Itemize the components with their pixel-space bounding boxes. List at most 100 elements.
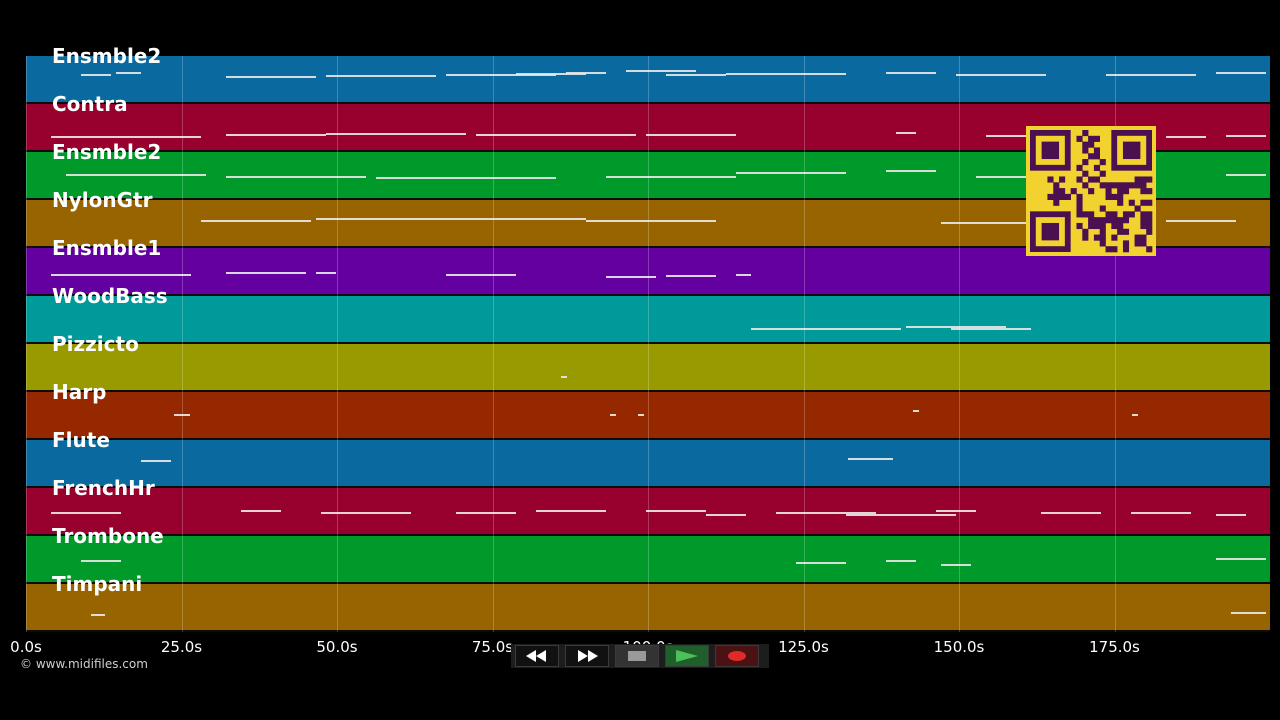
rewind-icon <box>526 650 546 662</box>
qr-code-icon <box>1030 130 1153 253</box>
time-tick-label: 125.0s <box>778 638 829 656</box>
midi-note <box>751 328 901 330</box>
fast-forward-icon <box>578 650 598 662</box>
midi-note <box>456 512 516 514</box>
time-gridline <box>648 56 649 632</box>
track-lane: Trombone <box>26 524 1270 584</box>
midi-note <box>326 133 466 135</box>
midi-note <box>316 218 456 220</box>
track-label: WoodBass <box>52 284 168 308</box>
midi-note <box>226 176 366 178</box>
rewind-button[interactable] <box>515 645 559 667</box>
qr-code <box>1026 126 1156 256</box>
midi-note <box>796 562 846 564</box>
track-label: Contra <box>52 92 128 116</box>
midi-note <box>1166 220 1236 222</box>
midi-note <box>886 560 916 562</box>
midi-note <box>706 514 746 516</box>
time-gridline <box>181 56 183 632</box>
midi-note <box>848 458 893 460</box>
time-gridline <box>337 56 338 632</box>
track-label: Pizzicto <box>52 332 139 356</box>
midi-note <box>1106 74 1196 76</box>
midi-note <box>561 376 567 378</box>
midi-note <box>66 174 206 176</box>
time-gridline <box>803 56 805 632</box>
midi-note <box>1041 512 1101 514</box>
track-label: Ensmble2 <box>52 140 162 164</box>
transport-controls <box>511 644 769 668</box>
midi-note <box>951 328 1031 330</box>
track-lane: Harp <box>26 380 1270 440</box>
track-lane: WoodBass <box>26 284 1270 344</box>
midi-note <box>201 220 311 222</box>
midi-note <box>1132 414 1138 416</box>
midi-note <box>226 272 306 274</box>
midi-note <box>516 73 586 75</box>
midi-note <box>941 222 1051 224</box>
midi-note <box>81 560 121 562</box>
midi-note <box>936 510 976 512</box>
midi-note <box>51 512 121 514</box>
midi-note <box>141 460 171 462</box>
midi-note <box>1166 136 1206 138</box>
midi-note <box>736 172 846 174</box>
midi-note <box>476 134 636 136</box>
midi-note <box>886 170 936 172</box>
midi-note <box>446 274 516 276</box>
stop-icon <box>628 651 646 661</box>
midi-note <box>226 76 316 78</box>
track-label: NylonGtr <box>52 188 153 212</box>
midi-note <box>736 274 751 276</box>
midi-note <box>116 72 141 74</box>
time-tick-label: 150.0s <box>933 638 985 656</box>
time-tick-label: 0.0s <box>10 638 42 656</box>
midi-note <box>913 410 919 412</box>
track-label: Ensmble2 <box>52 44 162 68</box>
midi-note <box>174 414 190 416</box>
time-tick-label: 50.0s <box>316 638 358 656</box>
copyright-text: © www.midifiles.com <box>20 657 148 671</box>
midi-note <box>566 72 606 74</box>
stop-button[interactable] <box>615 645 659 667</box>
midi-note <box>81 74 111 76</box>
midi-note <box>941 564 971 566</box>
midi-note <box>1216 558 1266 560</box>
track-lane: Timpani <box>26 572 1270 632</box>
midi-note <box>1131 512 1191 514</box>
midi-note <box>586 220 716 222</box>
midi-note <box>1226 174 1266 176</box>
midi-note <box>906 326 1006 328</box>
midi-note <box>446 74 556 76</box>
play-button[interactable] <box>665 645 709 667</box>
time-tick-label: 175.0s <box>1089 638 1140 656</box>
midi-note <box>1231 612 1266 614</box>
midi-note <box>51 274 191 276</box>
midi-note <box>666 74 726 76</box>
midi-note <box>51 136 201 138</box>
record-icon <box>728 651 746 661</box>
midi-note <box>316 272 336 274</box>
play-icon <box>676 650 698 662</box>
track-label: FrenchHr <box>52 476 155 500</box>
track-lane: FrenchHr <box>26 476 1270 536</box>
midi-note <box>886 72 936 74</box>
track-lane: Ensmble1 <box>26 236 1270 296</box>
midi-note <box>1226 135 1266 137</box>
midi-note <box>626 70 696 72</box>
midi-note <box>226 134 326 136</box>
track-label: Flute <box>52 428 110 452</box>
midi-note <box>1216 514 1246 516</box>
midi-note <box>666 275 716 277</box>
midi-note <box>646 134 736 136</box>
midi-note <box>326 75 436 77</box>
midi-note <box>776 512 876 514</box>
midi-note <box>536 510 606 512</box>
track-lane: Pizzicto <box>26 332 1270 392</box>
fast-forward-button[interactable] <box>565 645 609 667</box>
time-gridline <box>959 56 960 632</box>
time-gridline <box>26 56 27 632</box>
time-tick-label: 75.0s <box>471 638 514 656</box>
record-button[interactable] <box>715 645 759 667</box>
midi-note <box>91 614 105 616</box>
